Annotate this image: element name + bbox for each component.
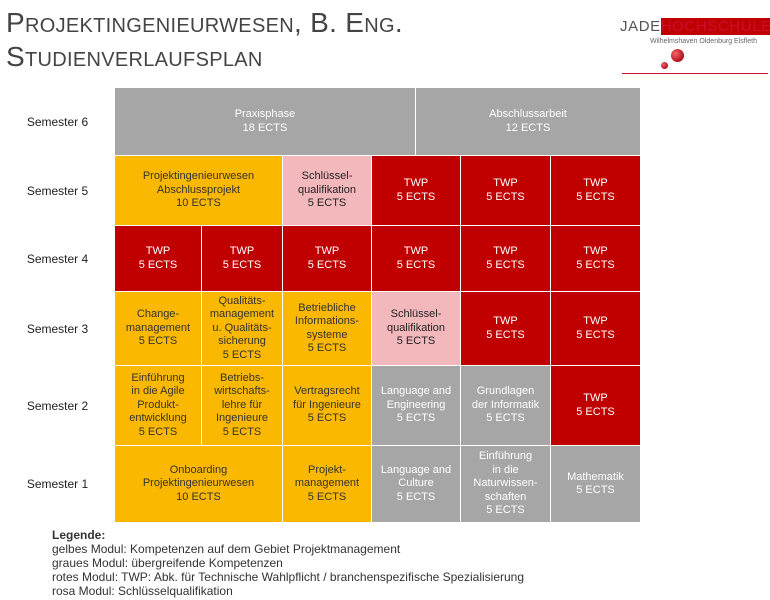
title-line-2: Studienverlaufsplan <box>6 41 263 72</box>
legend: Legende: gelbes Modul: Kompetenzen auf d… <box>52 528 524 598</box>
legend-title: Legende: <box>52 528 106 542</box>
module-schluesselqualifikation-s3: Schlüssel- qualifikation 5 ECTS <box>372 292 460 365</box>
module-vertragsrecht: Vertragsrecht für Ingenieure 5 ECTS <box>283 366 371 445</box>
jade-hochschule-logo: JADEHOCHSCHULE Wilhelmshaven Oldenburg E… <box>620 18 770 78</box>
module-twp: TWP 5 ECTS <box>202 226 282 291</box>
module-twp: TWP 5 ECTS <box>461 292 550 365</box>
logo-wordmark: JADEHOCHSCHULE <box>620 18 770 35</box>
title-line-1: Projektingenieurwesen, B. Eng. <box>6 7 403 38</box>
module-onboarding: Onboarding Projektingenieurwesen 10 ECTS <box>115 446 282 522</box>
module-twp: TWP 5 ECTS <box>461 226 550 291</box>
module-twp: TWP 5 ECTS <box>551 156 640 225</box>
logo-subtitle: Wilhelmshaven Oldenburg Elsfleth <box>650 38 757 45</box>
module-twp: TWP 5 ECTS <box>372 226 460 291</box>
module-naturwissenschaften: Einführung in die Naturwissen- schaften … <box>461 446 550 522</box>
logo-dot-large <box>671 49 684 62</box>
module-twp: TWP 5 ECTS <box>115 226 201 291</box>
semester-label-2: Semester 2 <box>26 399 89 413</box>
module-changemanagement: Change- management 5 ECTS <box>115 292 201 365</box>
logo-dot-small <box>661 62 668 69</box>
logo-suffix: HOCHSCHULE <box>660 18 770 35</box>
module-twp: TWP 5 ECTS <box>283 226 371 291</box>
module-grundlagen-informatik: Grundlagen der Informatik 5 ECTS <box>461 366 550 445</box>
module-twp: TWP 5 ECTS <box>551 226 640 291</box>
module-language-culture: Language and Culture 5 ECTS <box>372 446 460 522</box>
module-abschlussarbeit: Abschlussarbeit 12 ECTS <box>416 88 640 155</box>
legend-item-yellow: gelbes Modul: Kompetenzen auf dem Gebiet… <box>52 542 401 556</box>
module-twp: TWP 5 ECTS <box>372 156 460 225</box>
legend-item-gray: graues Modul: übergreifende Kompetenzen <box>52 556 283 570</box>
header-divider <box>622 73 768 74</box>
module-betriebliche-informationssysteme: Betriebliche Informations- systeme 5 ECT… <box>283 292 371 365</box>
module-language-engineering: Language and Engineering 5 ECTS <box>372 366 460 445</box>
module-twp: TWP 5 ECTS <box>461 156 550 225</box>
legend-item-pink: rosa Modul: Schlüsselqualifikation <box>52 584 233 598</box>
module-twp: TWP 5 ECTS <box>551 366 640 445</box>
module-schluesselqualifikation-s5: Schlüssel- qualifikation 5 ECTS <box>283 156 371 225</box>
semester-label-4: Semester 4 <box>26 252 89 266</box>
module-projektmanagement: Projekt- management 5 ECTS <box>283 446 371 522</box>
logo-prefix: JADE <box>620 18 661 35</box>
page-title: Projektingenieurwesen, B. Eng. Studienve… <box>6 6 403 74</box>
semester-label-3: Semester 3 <box>26 322 89 336</box>
legend-item-red: rotes Modul: TWP: Abk. für Technische Wa… <box>52 570 525 584</box>
module-agile-produktentwicklung: Einführung in die Agile Produkt- entwick… <box>115 366 201 445</box>
module-betriebswirtschaftslehre: Betriebs- wirtschafts- lehre für Ingenie… <box>202 366 282 445</box>
module-abschlussprojekt: Projektingenieurwesen Abschlussprojekt 1… <box>115 156 282 225</box>
module-twp: TWP 5 ECTS <box>551 292 640 365</box>
semester-label-1: Semester 1 <box>26 477 89 491</box>
module-praxisphase: Praxisphase 18 ECTS <box>115 88 415 155</box>
module-qualitaetsmanagement: Qualitäts- management u. Qualitäts- sich… <box>202 292 282 365</box>
semester-label-5: Semester 5 <box>26 184 89 198</box>
semester-label-6: Semester 6 <box>26 115 89 129</box>
module-mathematik: Mathematik 5 ECTS <box>551 446 640 522</box>
